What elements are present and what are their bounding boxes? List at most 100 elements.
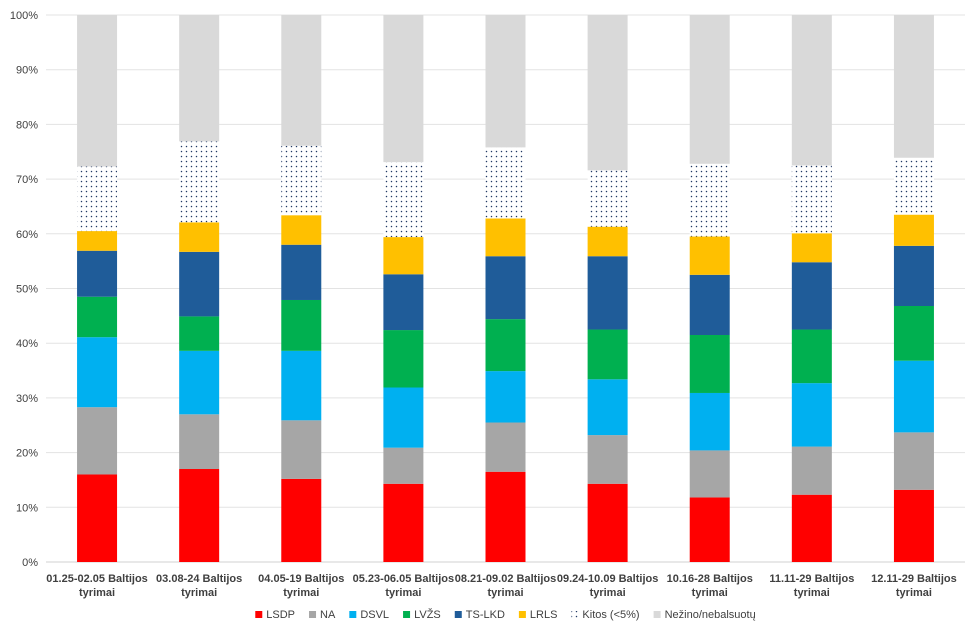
bar-segment-na <box>77 407 118 475</box>
bar-segment-ts-lkd <box>485 256 526 320</box>
bar-segment-na <box>587 435 628 484</box>
bar-segment-lv-s <box>791 329 832 384</box>
bar-segment-lv-s <box>383 330 424 388</box>
bar-segment-ne-ino-nebalsuot <box>77 15 118 167</box>
bar-segment-ts-lkd <box>587 256 628 330</box>
y-tick-label: 30% <box>16 393 38 405</box>
bar-segment-ne-ino-nebalsuot <box>485 15 526 148</box>
legend-label: TS-LKD <box>466 609 505 621</box>
y-axis-ticks: 0% 10% 20% 30% 40% 50% 60% 70% 80% 90% 100% <box>10 10 38 569</box>
bar-segment-lrls <box>383 237 424 275</box>
bar-segment-kitos-5 <box>485 147 526 219</box>
legend-swatch <box>653 611 661 618</box>
legend-label: LVŽS <box>414 608 441 621</box>
bar-segment-kitos-5 <box>893 157 934 215</box>
x-tick-label: tyrimai <box>487 587 523 599</box>
bar-segment-lv-s <box>893 306 934 361</box>
x-tick-label: tyrimai <box>896 587 932 599</box>
bar-segment-ts-lkd <box>281 244 322 300</box>
y-tick-label: 60% <box>16 229 38 241</box>
bar-segment-lv-s <box>587 329 628 380</box>
bar-segment-kitos-5 <box>77 166 118 232</box>
bar-segment-ne-ino-nebalsuot <box>587 15 628 171</box>
legend-swatch <box>571 611 579 618</box>
x-tick-label: 09.24-10.09 Baltijos <box>557 573 659 585</box>
bar-segment-kitos-5 <box>791 165 832 234</box>
bar-segment-kitos-5 <box>587 170 628 227</box>
bar-segment-na <box>485 422 526 472</box>
x-tick-label: tyrimai <box>385 587 421 599</box>
bar-segment-ts-lkd <box>689 274 730 335</box>
legend-swatch <box>255 611 263 618</box>
bar-segment-lsdp <box>893 489 934 562</box>
bar-segment-ne-ino-nebalsuot <box>791 15 832 166</box>
x-tick-label: 03.08-24 Baltijos <box>156 573 242 585</box>
bar-segment-ne-ino-nebalsuot <box>179 15 220 142</box>
y-tick-label: 100% <box>10 10 38 22</box>
bar-segment-dsvl <box>179 350 220 415</box>
legend-item: NA <box>309 609 336 621</box>
bar-segment-lv-s <box>485 319 526 372</box>
bar-segment-lsdp <box>383 483 424 562</box>
y-tick-label: 10% <box>16 502 38 514</box>
bar-segment-lsdp <box>587 483 628 562</box>
legend-swatch <box>403 611 411 618</box>
legend-item: DSVL <box>349 609 389 621</box>
bar-segment-ne-ino-nebalsuot <box>893 15 934 158</box>
bar-segment-lsdp <box>179 469 220 562</box>
x-tick-label: tyrimai <box>794 587 830 599</box>
bar-segment-lv-s <box>179 316 220 351</box>
bar-segment-lrls <box>77 231 118 251</box>
legend-swatch <box>518 611 526 618</box>
x-tick-label: 12.11-29 Baltijos <box>871 573 957 585</box>
bar-segment-lrls <box>893 214 934 246</box>
bar-segment-ts-lkd <box>383 274 424 331</box>
bar-segment-lsdp <box>791 494 832 562</box>
x-tick-label: 04.05-19 Baltijos <box>258 573 344 585</box>
bar-segment-lsdp <box>281 478 322 562</box>
legend: LSDP NA DSVL LVŽS TS-LKD LRLS Kitos (<5%) Nežin… <box>255 608 756 621</box>
x-tick-label: tyrimai <box>283 587 319 599</box>
bar-segment-lrls <box>485 218 526 257</box>
legend-swatch <box>349 611 357 618</box>
legend-label: DSVL <box>360 609 389 621</box>
bar-segment-na <box>893 432 934 490</box>
bar-segment-lsdp <box>77 474 118 562</box>
x-tick-label: tyrimai <box>181 587 217 599</box>
bar-segment-lrls <box>791 233 832 263</box>
bar-segment-lv-s <box>689 334 730 393</box>
bar-segment-dsvl <box>281 350 322 421</box>
legend-item: Nežino/nebalsuotų <box>653 609 756 621</box>
bar-segment-lrls <box>689 236 730 275</box>
bar-segment-lv-s <box>281 299 322 351</box>
y-tick-label: 50% <box>16 284 38 296</box>
x-tick-label: 08.21-09.02 Baltijos <box>455 573 557 585</box>
bar-segment-kitos-5 <box>383 162 424 238</box>
legend-label: Nežino/nebalsuotų <box>665 609 756 621</box>
x-tick-label: 10.16-28 Baltijos <box>667 573 753 585</box>
x-axis-labels: 01.25-02.05 Baltijos tyrimai 03.08-24 Balt… <box>46 573 956 599</box>
bar-segment-dsvl <box>791 383 832 447</box>
bar-segment-dsvl <box>689 392 730 451</box>
y-tick-label: 70% <box>16 174 38 186</box>
bars <box>77 15 934 562</box>
x-tick-label: tyrimai <box>590 587 626 599</box>
bar-segment-lrls <box>587 226 628 257</box>
bar-segment-na <box>791 446 832 495</box>
y-tick-label: 20% <box>16 448 38 460</box>
legend-label: NA <box>320 609 336 621</box>
bar-segment-lrls <box>179 222 220 252</box>
bar-segment-na <box>179 414 220 470</box>
bar-segment-dsvl <box>77 337 118 408</box>
x-tick-label: tyrimai <box>79 587 115 599</box>
bar-segment-ts-lkd <box>77 250 118 297</box>
legend-item: LRLS <box>518 609 558 621</box>
legend-label: LRLS <box>530 609 558 621</box>
bar-segment-ne-ino-nebalsuot <box>689 15 730 164</box>
bar-segment-na <box>383 447 424 484</box>
legend-item: TS-LKD <box>454 609 505 621</box>
x-tick-label: 11.11-29 Baltijos <box>769 573 854 585</box>
bar-segment-na <box>281 420 322 479</box>
bar-segment-kitos-5 <box>689 163 730 237</box>
y-tick-label: 90% <box>16 65 38 77</box>
